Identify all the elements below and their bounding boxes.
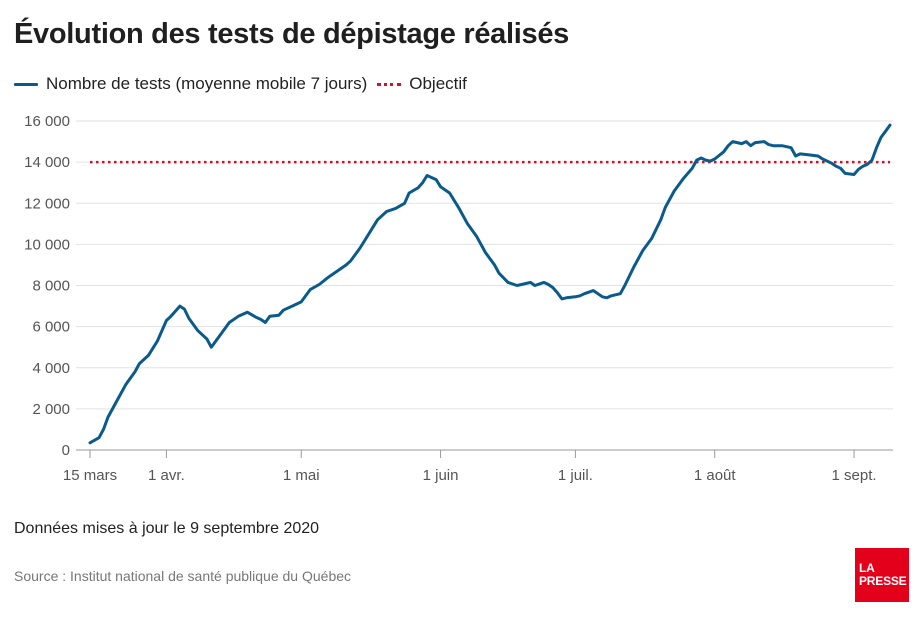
legend-series-swatch (14, 82, 38, 86)
legend-target-swatch (377, 82, 402, 86)
y-tick-label: 0 (62, 442, 70, 459)
x-tick-label: 1 juin (423, 467, 459, 484)
y-tick-label: 4 000 (32, 360, 70, 377)
source-note: Source : Institut national de santé publ… (14, 568, 352, 584)
chart-legend: Nombre de tests (moyenne mobile 7 jours)… (14, 74, 467, 94)
y-tick-label: 2 000 (32, 401, 70, 418)
x-tick-label: 1 août (694, 467, 737, 484)
update-note: Données mises à jour le 9 septembre 2020 (14, 520, 320, 537)
y-tick-label: 6 000 (32, 319, 70, 336)
y-tick-label: 16 000 (24, 113, 70, 130)
legend-series-label: Nombre de tests (moyenne mobile 7 jours) (46, 74, 368, 93)
y-tick-label: 8 000 (32, 278, 70, 295)
legend-target-label: Objectif (409, 74, 467, 93)
x-tick-label: 1 juil. (558, 467, 593, 484)
logo-line2: PRESSE (859, 574, 907, 588)
y-tick-label: 10 000 (24, 236, 70, 253)
logo-line1: LA (859, 561, 875, 575)
chart-title: Évolution des tests de dépistage réalisé… (14, 18, 570, 50)
x-tick-label: 15 mars (63, 467, 117, 484)
series-line (88, 123, 892, 445)
y-tick-label: 14 000 (24, 154, 70, 171)
x-tick-label: 1 sept. (832, 467, 877, 484)
line-chart: 0 2 000 4 000 6 000 8 000 10 000 12 000 14 000 1… (24, 113, 893, 484)
x-tick-label: 1 avr. (148, 467, 185, 484)
x-tick-label: 1 mai (283, 467, 320, 484)
la-presse-logo: LA PRESSE (855, 548, 909, 602)
y-tick-label: 12 000 (24, 195, 70, 212)
